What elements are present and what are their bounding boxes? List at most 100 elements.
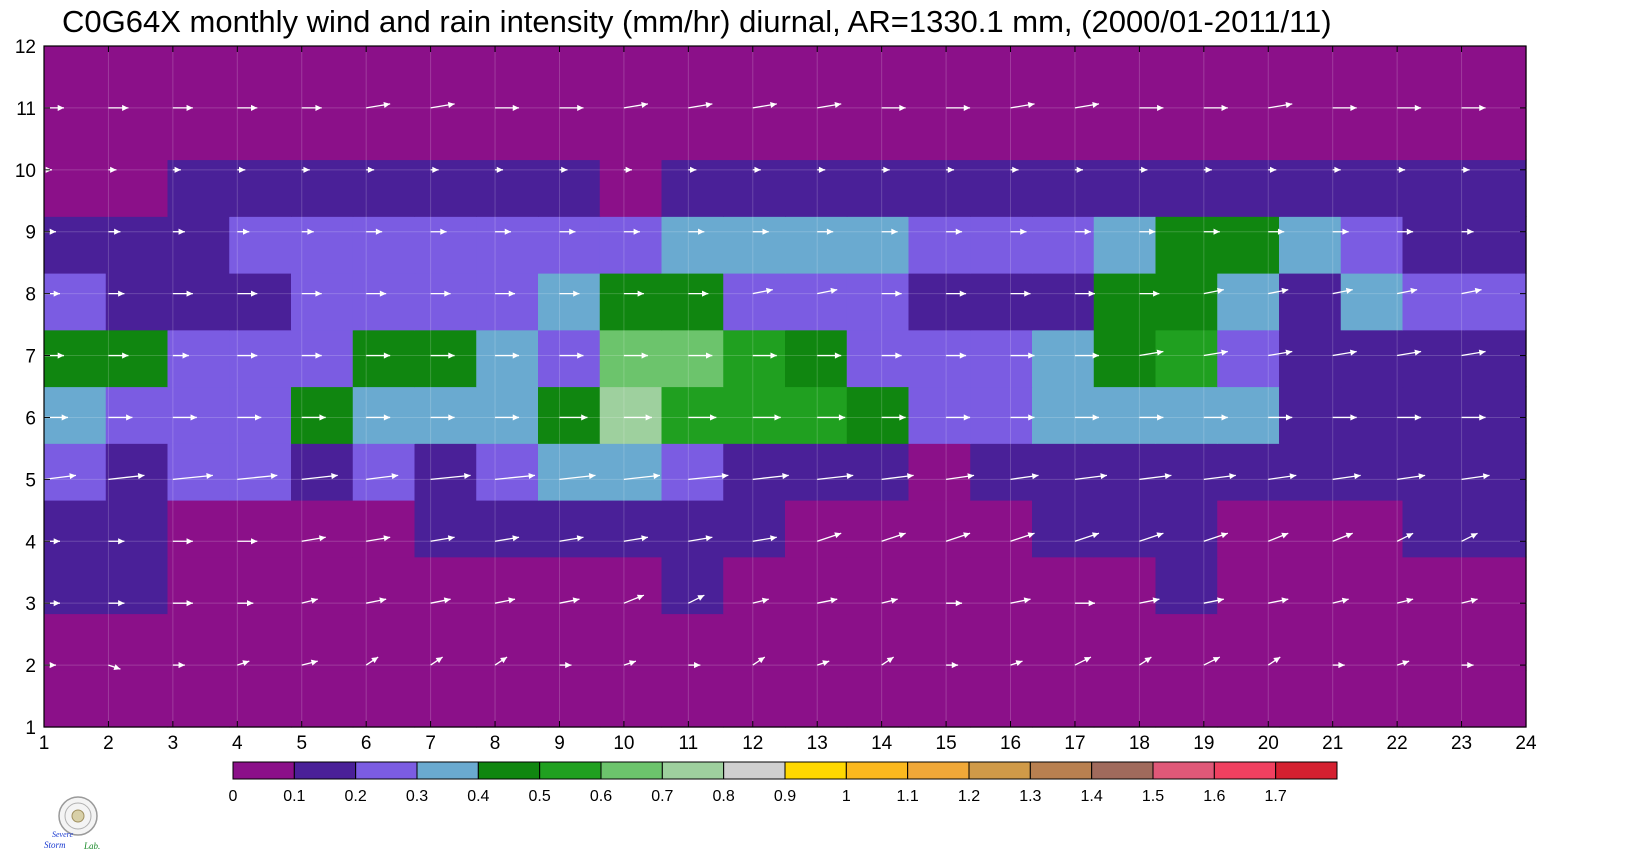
x-tick-label: 5 <box>296 733 307 754</box>
wind-arrow <box>43 473 77 481</box>
wind-arrow <box>817 597 838 604</box>
wind-arrow <box>1525 532 1543 542</box>
wind-arrow <box>1268 473 1297 481</box>
wind-arrow <box>1461 597 1478 604</box>
wind-arrow <box>1268 349 1293 357</box>
wind-arrow <box>1010 290 1031 297</box>
x-tick-label: 11 <box>678 733 698 754</box>
rain-cell <box>291 159 354 217</box>
wind-arrow <box>1332 287 1353 295</box>
wind-arrow <box>946 290 967 297</box>
rain-cell <box>44 443 107 501</box>
rain-cell <box>1093 102 1157 161</box>
wind-arrow <box>1203 104 1228 111</box>
wind-arrow <box>1397 473 1426 481</box>
rain-cell <box>1464 216 1527 274</box>
wind-arrow <box>817 532 842 542</box>
wind-arrow <box>1010 660 1023 666</box>
wind-arrow <box>495 352 520 359</box>
rain-cell <box>723 329 786 388</box>
rain-cell <box>908 216 971 274</box>
rain-cell <box>105 46 169 104</box>
wind-arrow <box>1526 228 1538 235</box>
colorbar-swatch <box>1029 761 1093 780</box>
x-tick-label: 9 <box>554 733 565 754</box>
wind-arrow <box>1203 597 1224 604</box>
y-tick-label: 9 <box>25 223 36 244</box>
rain-cell <box>1279 443 1342 501</box>
rain-cell <box>1340 386 1404 444</box>
colorbar-label: 0.3 <box>406 788 428 805</box>
logo-text-lab: Lab. <box>84 841 101 851</box>
rain-cell <box>1279 613 1342 671</box>
rain-cell <box>1402 443 1465 501</box>
wind-arrow <box>688 472 729 481</box>
colorbar-label: 1.6 <box>1203 788 1225 805</box>
y-tick-label: 7 <box>25 347 36 368</box>
x-tick-label: 14 <box>871 733 893 754</box>
wind-arrow <box>301 352 322 359</box>
rain-cell <box>167 500 230 558</box>
rain-cell <box>1093 670 1157 728</box>
wind-arrow <box>108 166 117 173</box>
rain-cell <box>599 216 663 274</box>
wind-arrow <box>1461 228 1474 235</box>
colorbar-swatch <box>723 761 786 780</box>
wind-arrow <box>172 104 193 111</box>
x-tick-label: 21 <box>1322 733 1343 754</box>
rain-cell <box>1402 159 1465 217</box>
wind-arrow <box>1525 349 1551 357</box>
rain-cell <box>1402 102 1465 161</box>
wind-arrow <box>1268 287 1289 295</box>
wind-arrow <box>172 414 197 421</box>
wind-arrow <box>430 228 447 235</box>
wind-arrow <box>495 228 512 235</box>
rain-cell <box>1155 216 1218 274</box>
rain-cell <box>785 386 848 444</box>
wind-arrow <box>1268 101 1293 109</box>
wind-arrow <box>1203 166 1212 173</box>
rain-cell <box>599 159 663 217</box>
colorbar-swatch <box>968 761 1031 780</box>
y-tick-label: 11 <box>16 99 36 120</box>
y-tick-label: 3 <box>25 594 36 615</box>
colorbar-swatch <box>661 761 725 780</box>
wind-arrow <box>430 352 455 359</box>
wind-arrow <box>1332 228 1349 235</box>
rain-cell <box>538 46 601 104</box>
rain-cell <box>105 159 169 217</box>
rain-cell <box>44 102 107 161</box>
wind-arrow <box>623 228 640 235</box>
colorbar-swatch <box>907 761 970 780</box>
wind-arrow <box>1461 473 1490 481</box>
rain-cell <box>167 386 230 444</box>
wind-arrow <box>1139 290 1160 297</box>
rain-cell <box>476 613 539 671</box>
rain-cell <box>414 443 477 501</box>
wind-arrow <box>623 352 648 359</box>
wind-arrow <box>881 228 898 235</box>
rain-cell <box>1155 46 1218 104</box>
rain-cell <box>1279 159 1342 217</box>
wind-arrow <box>1139 104 1164 111</box>
colorbar-label: 0.6 <box>590 788 612 805</box>
rain-cell <box>1155 159 1218 217</box>
wind-arrow <box>817 352 842 359</box>
wind-arrow <box>559 535 584 542</box>
rain-cell <box>599 46 663 104</box>
rain-cell <box>1340 273 1404 331</box>
wind-arrow <box>1526 662 1538 669</box>
rain-cell <box>476 386 539 444</box>
rain-cell <box>970 216 1033 274</box>
colorbar-label: 1.2 <box>958 788 980 805</box>
rain-cell <box>723 216 786 274</box>
x-tick-label: 13 <box>807 733 828 754</box>
rain-cell <box>538 102 601 161</box>
wind-arrow <box>688 352 713 359</box>
rain-cell <box>105 386 169 444</box>
rain-cell <box>105 500 169 558</box>
wind-arrow <box>1268 166 1277 173</box>
rain-cell <box>1217 216 1280 274</box>
rain-cell <box>970 443 1033 501</box>
